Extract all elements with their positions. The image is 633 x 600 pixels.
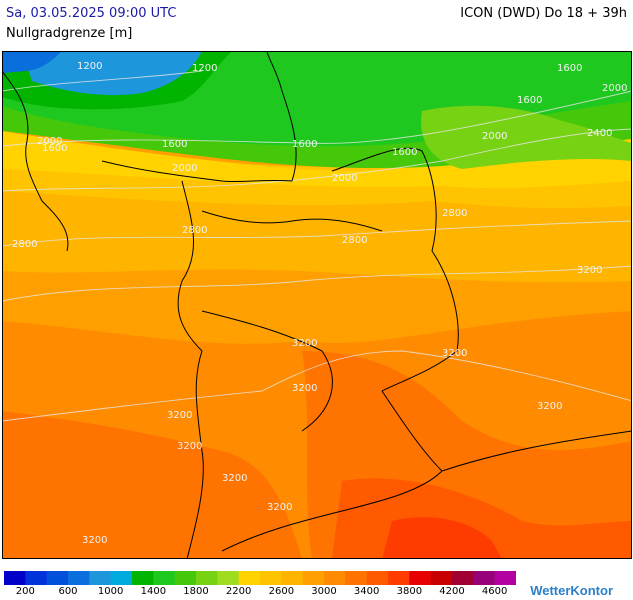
contour-label: 1200 — [192, 63, 217, 74]
contour-label: 1600 — [557, 63, 582, 74]
contour-label: 3200 — [82, 535, 107, 546]
legend-swatch — [388, 571, 410, 585]
contour-label: 3200 — [577, 265, 602, 276]
contour-label: 3200 — [267, 502, 292, 513]
color-legend — [4, 571, 516, 585]
contour-label: 2800 — [182, 225, 207, 236]
legend-swatch — [46, 571, 69, 585]
legend-swatch — [473, 571, 495, 585]
contour-label: 2000 — [482, 131, 507, 142]
contour-label: 3200 — [177, 441, 202, 452]
yellow-band — [2, 131, 632, 189]
contour-label: 3200 — [167, 410, 192, 421]
contour-label: 1600 — [517, 95, 542, 106]
legend-swatch — [217, 571, 239, 585]
border-denmark — [266, 51, 297, 182]
parameter-title: Nullgradgrenze [m] — [6, 26, 133, 41]
legend-swatch — [494, 571, 516, 585]
legend-tick-label: 3000 — [311, 586, 337, 597]
brand-logo: WetterKontor — [530, 583, 613, 598]
contour-2400 — [2, 220, 632, 247]
borders — [2, 51, 632, 559]
legend-swatch — [260, 571, 282, 585]
blue-dark-field — [2, 51, 62, 73]
contour-label: 2800 — [342, 235, 367, 246]
legend-tick-label: 4200 — [439, 586, 465, 597]
border-east — [441, 430, 632, 472]
light-green-east — [421, 105, 632, 169]
legend-swatch — [281, 571, 303, 585]
contour-label: 2400 — [587, 128, 612, 139]
border-poland — [331, 147, 459, 392]
legend-swatch — [153, 571, 175, 585]
legend-swatch — [25, 571, 47, 585]
contour-label: 2800 — [12, 239, 37, 250]
legend-swatch — [345, 571, 367, 585]
legend-tick-label: 4600 — [481, 586, 508, 597]
contour-label: 3200 — [442, 348, 467, 359]
legend-swatch — [110, 571, 133, 585]
legend-tick-label: 3400 — [353, 586, 380, 597]
legend-swatch — [409, 571, 431, 585]
contour-label: 3200 — [537, 401, 562, 412]
map-frame — [2, 51, 632, 559]
coastline-north-sea — [101, 160, 293, 183]
contour-label: 3200 — [222, 473, 247, 484]
contour-label: 3200 — [292, 383, 317, 394]
legend-swatch — [196, 571, 218, 585]
border-south — [221, 390, 443, 552]
contour-label: 3200 — [292, 338, 317, 349]
inner-border-2 — [201, 310, 333, 432]
blue-field — [22, 51, 202, 96]
contour-1600 — [2, 90, 632, 147]
valid-time: Sa, 03.05.2025 09:00 UTC — [6, 6, 177, 21]
contour-label: 2800 — [442, 208, 467, 219]
legend-swatch — [302, 571, 325, 585]
legend-swatch — [452, 571, 474, 585]
legend-tick-label: 600 — [58, 586, 78, 597]
legend-swatch — [324, 571, 346, 585]
contour-2000 — [2, 128, 632, 192]
legend-swatch — [132, 571, 154, 585]
contour-1200 — [2, 70, 203, 92]
contour-label: 2000 — [602, 83, 627, 94]
contour-label: 2000 — [332, 173, 357, 184]
legend-swatch — [238, 571, 261, 585]
legend-tick-label: 2600 — [268, 586, 295, 597]
contour-label: 1200 — [77, 61, 102, 72]
alps-peak-field — [382, 517, 502, 559]
inner-border-1 — [201, 210, 383, 232]
border-west — [177, 180, 204, 559]
contour-2800 — [2, 265, 632, 302]
contour-label: 1600 — [392, 147, 417, 158]
legend-tick-label: 1800 — [183, 586, 209, 597]
contour-label: 2000 — [37, 136, 62, 147]
contour-label: 2000 — [172, 163, 197, 174]
legend-swatch — [4, 571, 26, 585]
contour-label: 1600 — [42, 143, 67, 154]
legend-tick-label: 1400 — [140, 586, 167, 597]
legend-tick-label: 1000 — [97, 586, 124, 597]
legend-tick-label: 3800 — [396, 586, 423, 597]
legend-swatch — [366, 571, 389, 585]
legend-swatch — [68, 571, 90, 585]
legend-swatch — [89, 571, 111, 585]
coastline-uk — [2, 70, 69, 252]
legend-swatch — [430, 571, 453, 585]
legend-tick-label: 2200 — [225, 586, 252, 597]
contour-lines — [2, 70, 632, 422]
contour-3200 — [2, 350, 632, 422]
contour-label: 1600 — [292, 139, 317, 150]
legend-swatch — [174, 571, 197, 585]
sw-dark-field — [2, 411, 302, 559]
legend-tick-label: 200 — [15, 586, 35, 597]
model-run: ICON (DWD) Do 18 + 39h — [460, 6, 627, 21]
contour-label: 1600 — [162, 139, 187, 150]
